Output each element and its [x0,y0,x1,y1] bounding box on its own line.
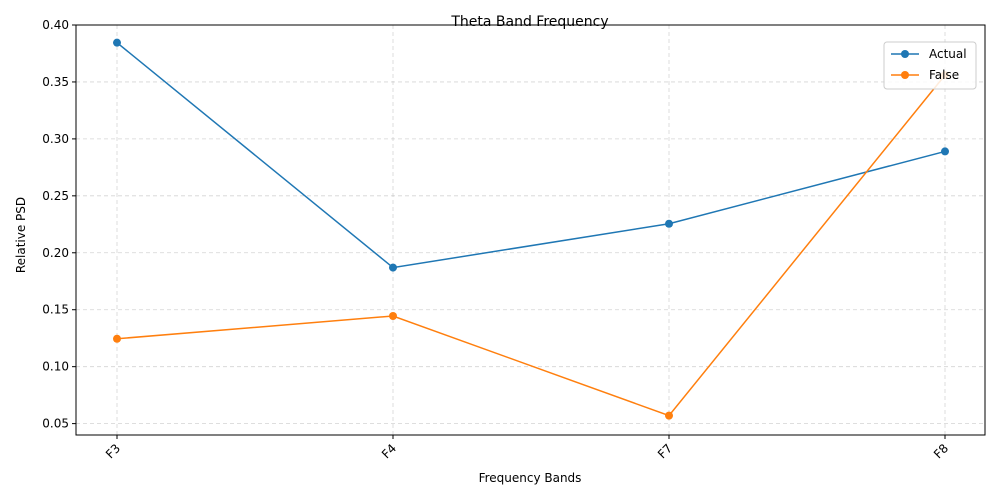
series-group [113,38,949,420]
data-point-false [113,334,121,343]
y-axis: 0.05 0.10 0.15 0.20 0.25 0.30 0.35 0.40 [42,18,76,431]
y-axis-title: Relative PSD [14,197,28,273]
series-line-actual [116,42,946,269]
y-tick-label: 0.05 [42,417,69,431]
data-point-false [389,311,397,320]
legend-entry-false: False [891,68,959,82]
y-tick-label: 0.35 [42,75,69,89]
legend-marker-actual [901,50,909,58]
y-tick-label: 0.20 [42,246,69,260]
y-tick-label: 0.25 [42,189,69,203]
x-axis-title: Frequency Bands [479,471,582,485]
chart-title: Theta Band Frequency [450,14,608,30]
data-point-false [665,411,673,420]
legend-entry-actual: Actual [891,47,967,61]
y-tick-label: 0.30 [42,132,69,146]
y-tick-label: 0.10 [42,360,69,374]
data-point-actual [941,147,949,156]
data-point-actual [665,219,673,228]
legend-marker-false [901,71,909,79]
y-tick-label: 0.15 [42,303,69,317]
legend-label-actual: Actual [929,47,967,61]
data-point-actual [389,263,397,272]
legend-label-false: False [929,68,959,82]
legend: Actual False [883,41,977,90]
data-point-actual [113,38,121,47]
y-tick-label: 0.40 [42,18,69,32]
plot-frame [75,24,986,436]
series-line-false [116,74,946,417]
